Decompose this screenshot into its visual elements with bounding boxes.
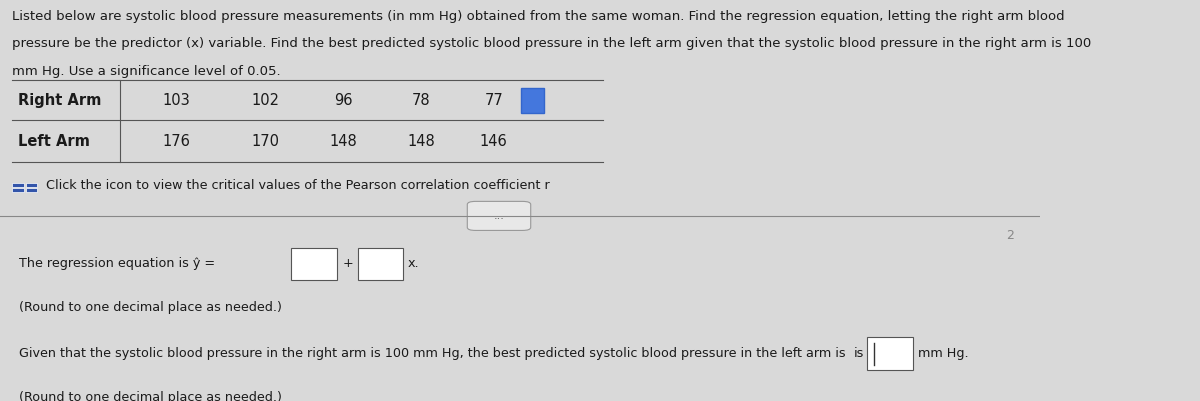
Text: pressure be the predictor (x) variable. Find the best predicted systolic blood p: pressure be the predictor (x) variable. … xyxy=(12,37,1092,50)
Text: Right Arm: Right Arm xyxy=(18,93,101,108)
Text: The regression equation is ŷ =: The regression equation is ŷ = xyxy=(19,257,218,270)
Text: Click the icon to view the critical values of the Pearson correlation coefficien: Click the icon to view the critical valu… xyxy=(46,179,550,192)
Text: 78: 78 xyxy=(412,93,431,108)
Text: 103: 103 xyxy=(163,93,191,108)
Bar xyxy=(12,188,24,192)
Bar xyxy=(26,183,37,187)
Text: 170: 170 xyxy=(251,134,280,149)
FancyBboxPatch shape xyxy=(868,337,913,370)
Text: (Round to one decimal place as needed.): (Round to one decimal place as needed.) xyxy=(19,301,282,314)
FancyBboxPatch shape xyxy=(358,248,403,280)
Text: mm Hg. Use a significance level of 0.05.: mm Hg. Use a significance level of 0.05. xyxy=(12,65,281,77)
Text: +: + xyxy=(343,257,354,270)
Text: 176: 176 xyxy=(163,134,191,149)
Text: 102: 102 xyxy=(251,93,280,108)
Text: 96: 96 xyxy=(334,93,353,108)
Text: (Round to one decimal place as needed.): (Round to one decimal place as needed.) xyxy=(19,391,282,401)
FancyBboxPatch shape xyxy=(521,88,544,113)
Text: 146: 146 xyxy=(480,134,508,149)
Text: 2: 2 xyxy=(1006,229,1014,242)
FancyBboxPatch shape xyxy=(292,248,337,280)
Text: Listed below are systolic blood pressure measurements (in mm Hg) obtained from t: Listed below are systolic blood pressure… xyxy=(12,10,1066,22)
Text: Given that the systolic blood pressure in the right arm is 100 mm Hg, the best p: Given that the systolic blood pressure i… xyxy=(19,347,845,360)
Text: mm Hg.: mm Hg. xyxy=(918,347,968,360)
Text: 148: 148 xyxy=(329,134,356,149)
Text: 77: 77 xyxy=(485,93,503,108)
Bar xyxy=(26,188,37,192)
Bar xyxy=(12,183,24,187)
Text: is: is xyxy=(853,347,864,360)
Text: ...: ... xyxy=(493,211,504,221)
Text: 148: 148 xyxy=(407,134,434,149)
Text: Left Arm: Left Arm xyxy=(18,134,90,149)
FancyBboxPatch shape xyxy=(467,201,530,231)
Text: x.: x. xyxy=(408,257,419,270)
